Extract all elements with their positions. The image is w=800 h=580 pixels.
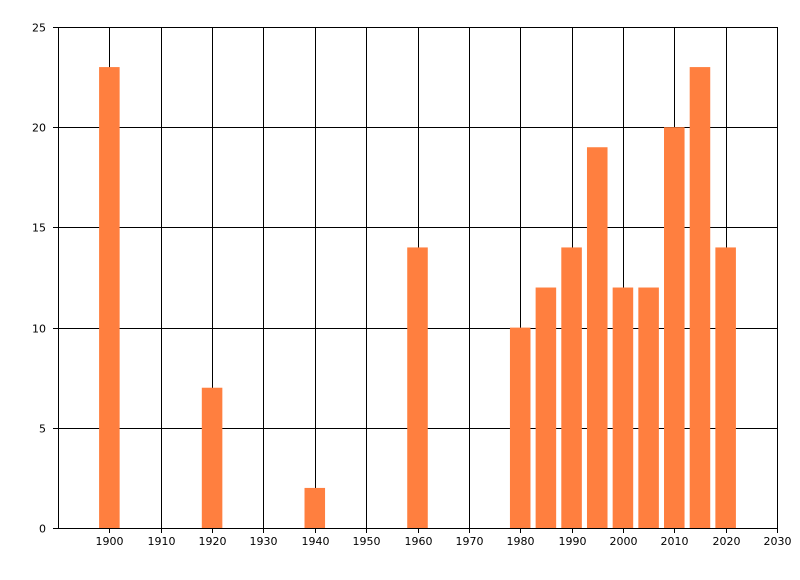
- bar-1900: [99, 67, 120, 528]
- bar-1920: [201, 387, 223, 528]
- bar-2020: [715, 247, 736, 528]
- x-tick-labels: 1900 1910 1920 1930 1940 1950 1960 1970 1980 1990…: [96, 535, 792, 548]
- x-tick-label: 1960: [405, 535, 433, 548]
- y-tick-label: 5: [39, 423, 46, 436]
- x-tick-label: 1990: [559, 535, 587, 548]
- bar-1980: [509, 327, 531, 528]
- y-tick-label: 0: [39, 523, 46, 536]
- axes: [53, 27, 777, 529]
- x-tick-label: 1950: [353, 535, 381, 548]
- bar-1990: [561, 247, 582, 528]
- x-tick-label: 2000: [610, 535, 638, 548]
- bar-2005: [638, 287, 659, 528]
- bar-1960: [407, 247, 428, 528]
- x-tick-label: 1970: [456, 535, 484, 548]
- x-tick-label: 2030: [764, 535, 792, 548]
- bar-1985: [535, 287, 557, 528]
- y-tick-label: 25: [32, 22, 46, 35]
- x-tick-label: 1980: [507, 535, 535, 548]
- bar-2015: [689, 67, 711, 528]
- y-tick-label: 20: [32, 122, 46, 135]
- x-tick-label: 2010: [661, 535, 689, 548]
- y-tick-label: 10: [32, 323, 46, 336]
- bar-1940: [304, 487, 326, 528]
- bar-2000: [612, 287, 634, 528]
- x-tick-label: 1930: [250, 535, 278, 548]
- y-tick-label: 15: [32, 222, 46, 235]
- x-tick-label: 1900: [96, 535, 124, 548]
- bars: [99, 67, 736, 529]
- x-tick-label: 1940: [302, 535, 330, 548]
- y-tick-labels: 0 5 10 15 20 25: [32, 22, 46, 536]
- x-tick-label: 2020: [713, 535, 741, 548]
- bar-2010: [664, 127, 685, 528]
- bar-1995: [586, 147, 608, 529]
- x-tick-label: 1910: [148, 535, 176, 548]
- x-tick-label: 1920: [199, 535, 227, 548]
